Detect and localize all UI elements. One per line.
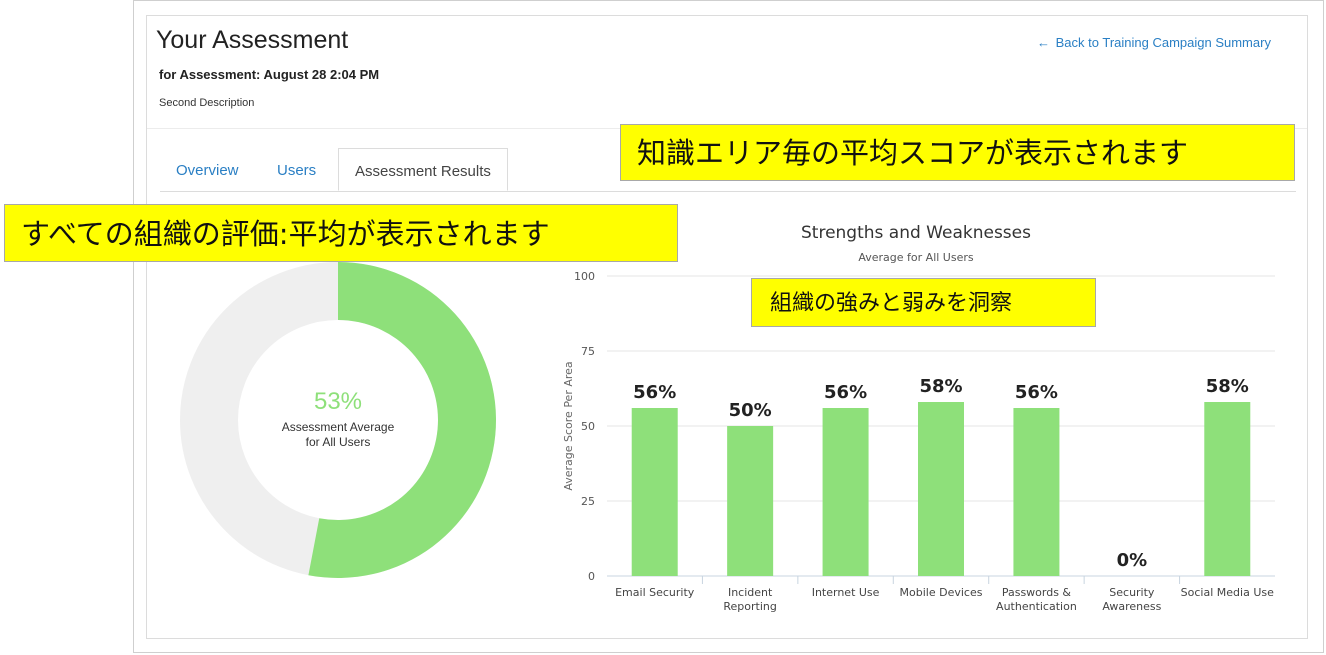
strengths-weaknesses-chart: Strengths and Weaknesses Average for All … bbox=[562, 223, 1275, 613]
y-tick-label: 0 bbox=[588, 570, 595, 583]
donut-caption-line-2: for All Users bbox=[305, 435, 371, 449]
data-label: 58% bbox=[919, 376, 962, 397]
x-tick-label: Email Security bbox=[615, 586, 695, 599]
y-tick-label: 50 bbox=[581, 420, 595, 433]
bar bbox=[1204, 402, 1251, 576]
callout-knowledge-area: 知識エリア毎の平均スコアが表示されます bbox=[620, 124, 1295, 181]
chart-title: Strengths and Weaknesses bbox=[801, 223, 1031, 243]
bar bbox=[631, 408, 678, 576]
bar bbox=[918, 402, 964, 576]
x-tick-label: Passwords & bbox=[1002, 586, 1072, 599]
callout-strengths-insight: 組織の強みと弱みを洞察 bbox=[751, 278, 1096, 327]
tab-overview[interactable]: Overview bbox=[176, 162, 239, 179]
donut-percentage: 53% bbox=[313, 388, 363, 415]
data-label: 0% bbox=[1117, 550, 1148, 571]
donut-caption: Assessment Average for All Users bbox=[238, 420, 438, 450]
tab-assessment-results[interactable]: Assessment Results bbox=[338, 148, 508, 191]
back-to-campaign-summary-link[interactable]: ← Back to Training Campaign Summary bbox=[1037, 35, 1271, 50]
x-tick-label: Incident bbox=[728, 586, 773, 599]
assessment-average-donut bbox=[180, 262, 496, 578]
x-tick-label: Mobile Devices bbox=[900, 586, 983, 599]
x-tick-label: Security bbox=[1109, 586, 1155, 599]
chart-subtitle: Average for All Users bbox=[858, 251, 973, 264]
bar bbox=[727, 426, 774, 576]
donut-center-label: 53% Assessment Average for All Users bbox=[238, 388, 438, 450]
y-tick-label: 75 bbox=[581, 345, 595, 358]
x-tick-label: Reporting bbox=[723, 600, 776, 613]
x-tick-label: Internet Use bbox=[812, 586, 880, 599]
data-label: 56% bbox=[1015, 382, 1058, 403]
data-label: 56% bbox=[824, 382, 867, 403]
bar bbox=[1013, 408, 1060, 576]
back-link-label: Back to Training Campaign Summary bbox=[1055, 35, 1271, 50]
assessment-description: Second Description bbox=[159, 97, 255, 109]
assessment-subtitle: for Assessment: August 28 2:04 PM bbox=[159, 67, 380, 82]
donut-segment-average bbox=[308, 262, 496, 578]
x-tick-label: Awareness bbox=[1102, 600, 1161, 613]
data-label: 58% bbox=[1206, 376, 1249, 397]
y-axis-label: Average Score Per Area bbox=[562, 361, 575, 490]
y-tick-label: 25 bbox=[581, 495, 595, 508]
x-tick-label: Authentication bbox=[996, 600, 1077, 613]
x-tick-label: Social Media Use bbox=[1181, 586, 1274, 599]
tab-bar-border bbox=[160, 191, 1296, 192]
data-label: 56% bbox=[633, 382, 676, 403]
bar bbox=[822, 408, 869, 576]
donut-caption-line-1: Assessment Average bbox=[281, 420, 395, 434]
data-label: 50% bbox=[729, 400, 772, 421]
callout-organization-average: すべての組織の評価:平均が表示されます bbox=[4, 204, 678, 262]
y-tick-label: 100 bbox=[574, 270, 595, 283]
arrow-left-icon: ← bbox=[1037, 35, 1050, 50]
page-title: Your Assessment bbox=[156, 26, 349, 54]
tab-users[interactable]: Users bbox=[277, 162, 317, 179]
